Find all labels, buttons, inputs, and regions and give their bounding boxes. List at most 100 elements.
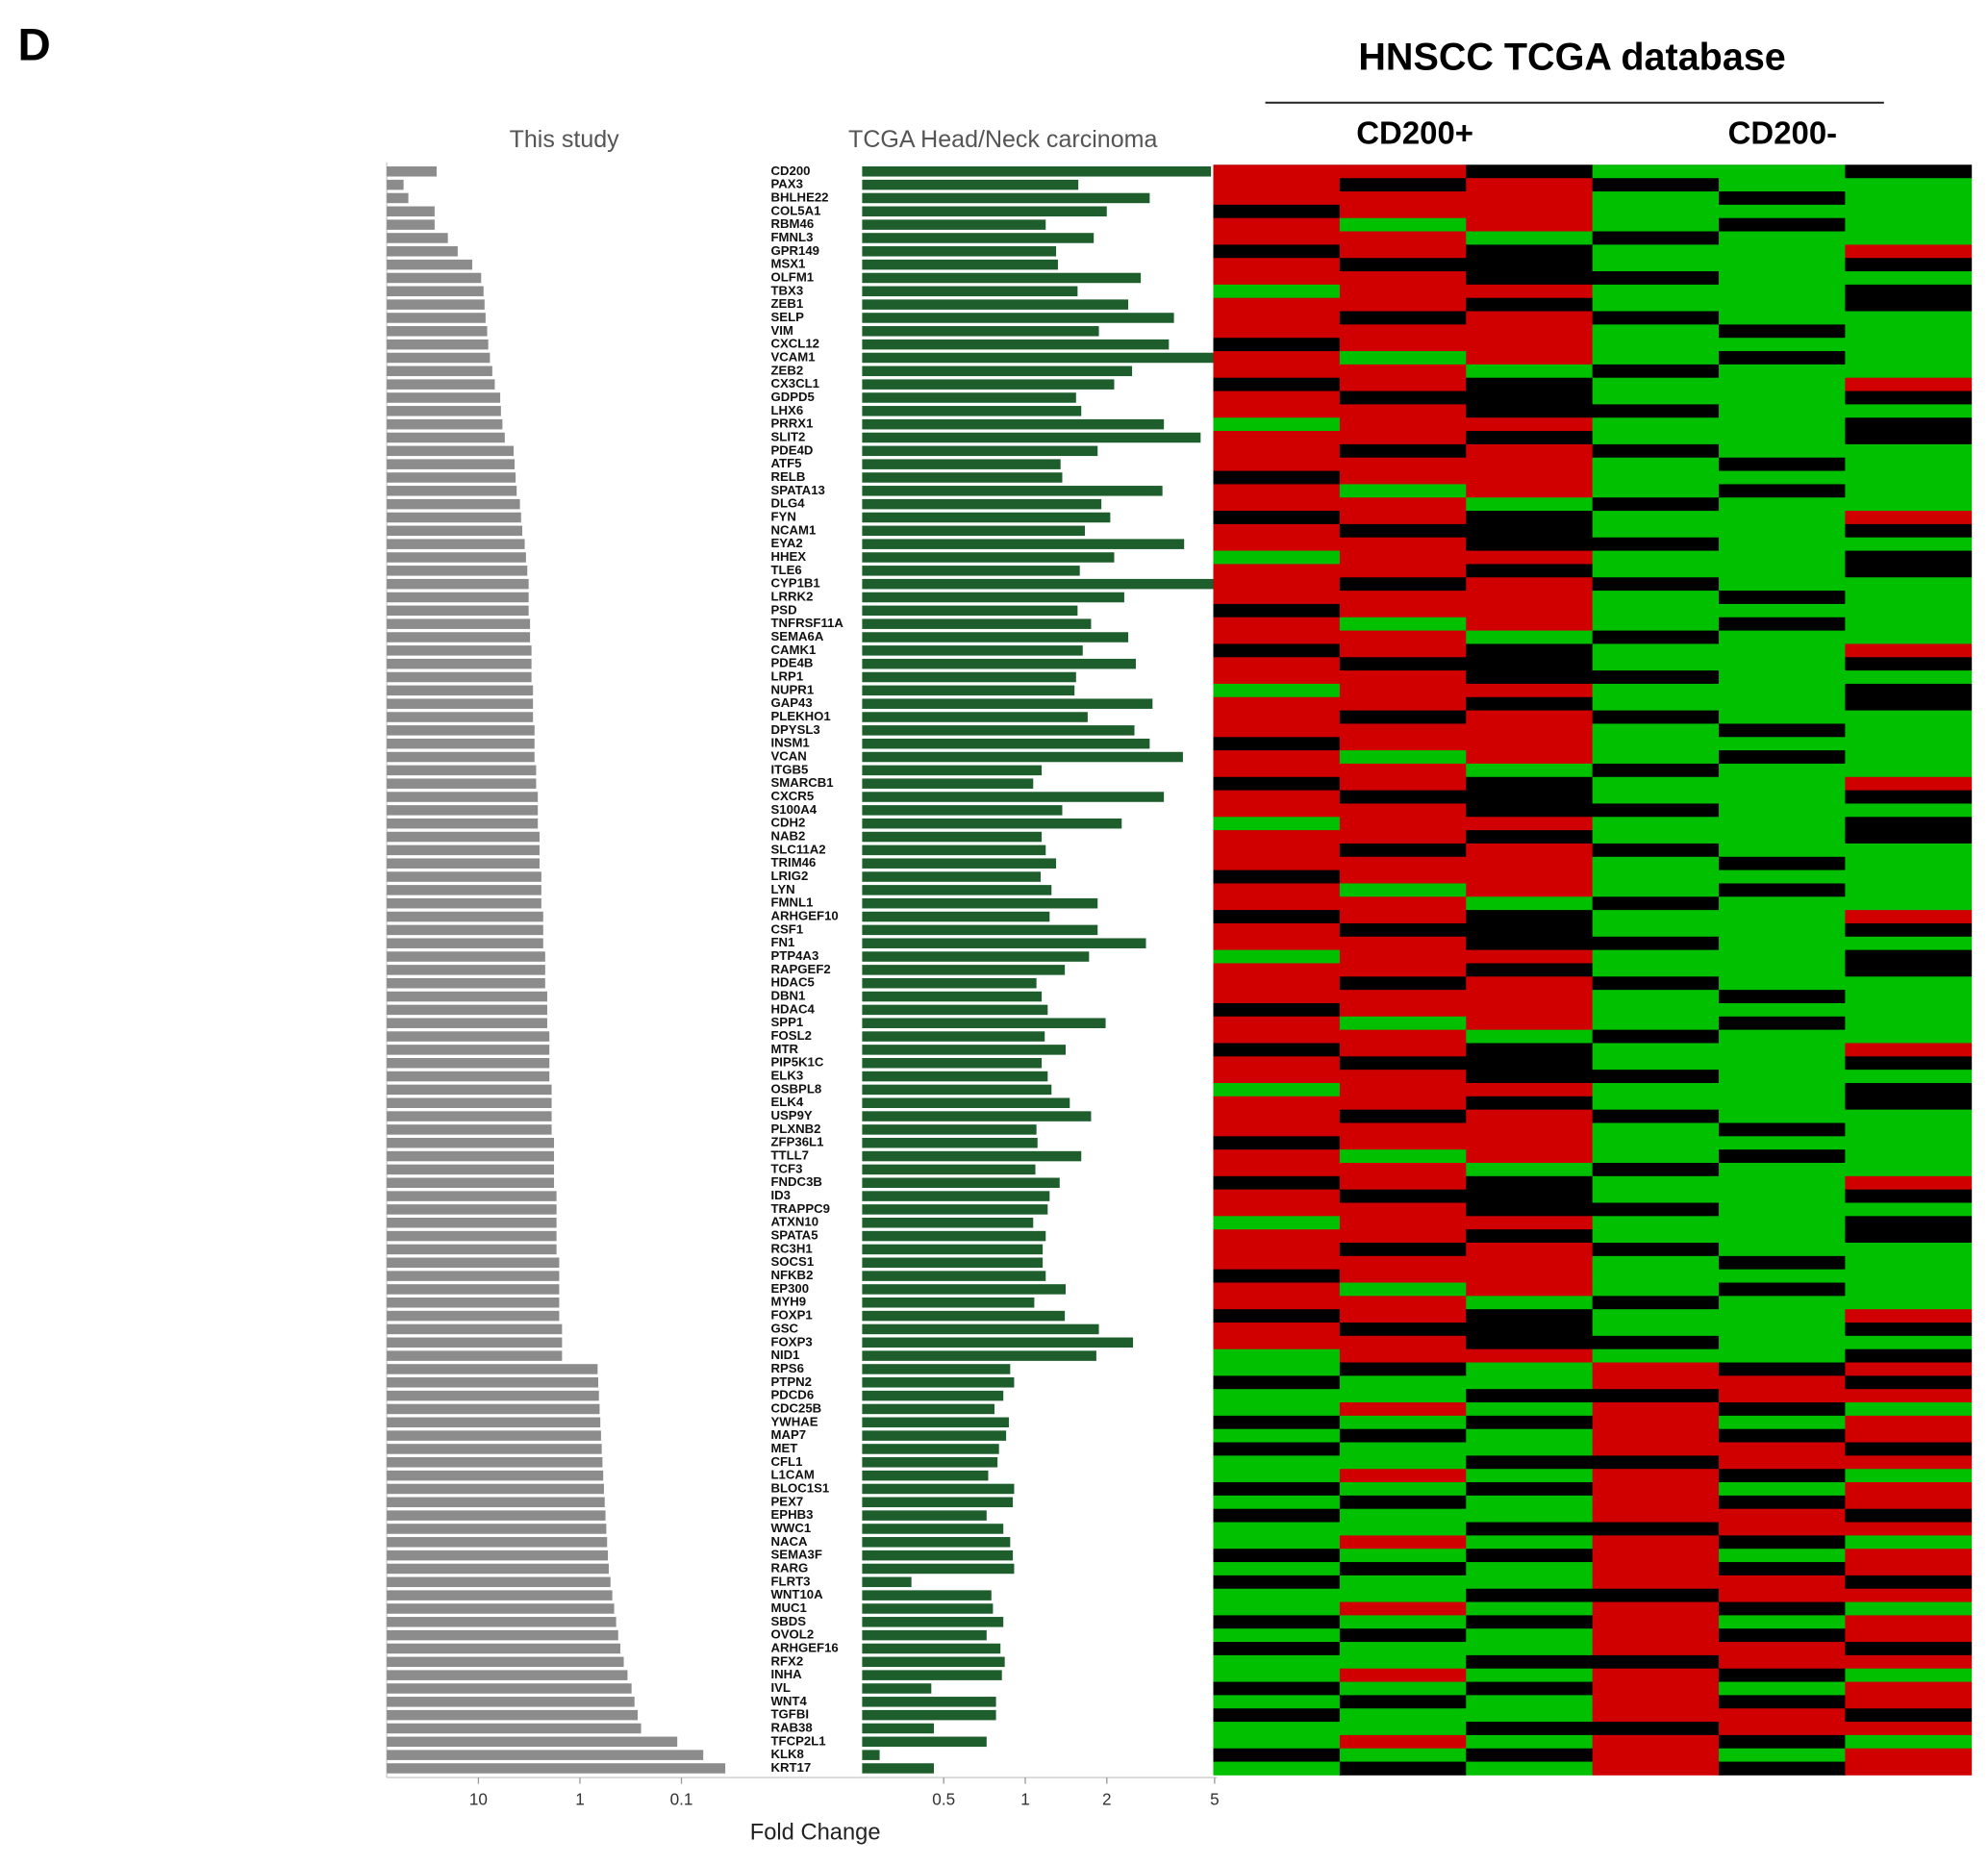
bar [387, 885, 541, 895]
heatmap-cell [1719, 1535, 1846, 1550]
heatmap-cell [1592, 657, 1720, 671]
heatmap-cell [1719, 1056, 1846, 1071]
heatmap-cell [1592, 351, 1720, 365]
bar [862, 871, 1042, 882]
bar [862, 1084, 1052, 1096]
heatmap-cell [1339, 910, 1467, 924]
bar [387, 472, 516, 483]
heatmap-cell [1719, 271, 1846, 286]
heatmap-cell [1339, 1136, 1467, 1150]
heatmap-cell [1339, 1522, 1467, 1536]
heatmap-cell [1213, 1415, 1341, 1430]
bar [862, 1617, 1004, 1627]
bar [387, 1310, 560, 1322]
gene-label: HHEX [771, 549, 807, 564]
gene-label: FOXP1 [771, 1308, 813, 1323]
gene-label: ARHGEF10 [771, 909, 839, 923]
bar [862, 938, 1146, 948]
bar [387, 1177, 555, 1189]
bar [387, 1590, 613, 1600]
heatmap-cell [1592, 803, 1720, 818]
heatmap-cell [1719, 1601, 1846, 1616]
heatmap-cell [1845, 1695, 1973, 1709]
heatmap-cell [1592, 191, 1720, 206]
heatmap-cell [1592, 1549, 1720, 1563]
bar [862, 1150, 1082, 1162]
heatmap-cell [1213, 856, 1341, 871]
heatmap-cell [1845, 883, 1973, 897]
heatmap-cell [1719, 1229, 1846, 1244]
gene-label: WNT4 [771, 1694, 808, 1708]
heatmap-cell [1466, 1323, 1594, 1337]
heatmap-cell [1339, 643, 1467, 658]
bar [862, 1111, 1092, 1122]
heatmap-cell [1339, 776, 1467, 792]
bar [387, 365, 492, 377]
heatmap-cell [1592, 204, 1720, 219]
heatmap-cell [1466, 763, 1594, 778]
heatmap-cell [1592, 470, 1720, 485]
heatmap-cell [1719, 1162, 1846, 1177]
heatmap-cell [1592, 523, 1720, 539]
heatmap-cell [1339, 470, 1467, 485]
heatmap-cell [1213, 683, 1341, 698]
gene-label: EYA2 [771, 536, 803, 550]
heatmap-cell [1719, 1389, 1846, 1403]
heatmap-cell [1845, 577, 1973, 592]
heatmap-cell [1592, 1761, 1720, 1776]
heatmap-cell [1466, 630, 1594, 644]
x-tick-label: 0.5 [932, 1789, 955, 1808]
bar [387, 632, 531, 643]
gene-label: GSC [771, 1321, 799, 1335]
heatmap-cell [1339, 1255, 1467, 1271]
gene-label: PDE4B [771, 656, 814, 670]
heatmap-cell [1592, 1535, 1720, 1550]
gene-label: BHLHE22 [771, 189, 829, 204]
heatmap-cell [1339, 1175, 1467, 1191]
gene-label: COL5A1 [771, 203, 821, 217]
heatmap-cell [1466, 484, 1594, 498]
heatmap-cell [1213, 803, 1341, 818]
heatmap-cell [1592, 1628, 1720, 1643]
gene-label: LRP1 [771, 668, 804, 683]
bar [387, 1750, 704, 1760]
bar [862, 219, 1046, 230]
gene-label: FOXP3 [771, 1334, 813, 1348]
gene-label: SPATA13 [771, 483, 825, 497]
gene-label: ATF5 [771, 456, 802, 470]
heatmap-cell [1339, 1708, 1467, 1723]
heatmap-cell [1213, 790, 1341, 804]
heatmap-cell [1213, 258, 1341, 272]
heatmap-cell [1339, 1162, 1467, 1177]
bar [862, 1497, 1014, 1508]
heatmap-cell [1845, 643, 1973, 658]
heatmap-cell [1466, 696, 1594, 711]
heatmap-cell [1213, 896, 1341, 911]
heatmap-cell [1466, 404, 1594, 418]
heatmap-cell [1592, 710, 1720, 724]
heatmap-cell [1719, 750, 1846, 765]
heatmap-cell [1213, 591, 1341, 605]
heatmap-cell [1719, 830, 1846, 844]
heatmap-cell [1213, 1428, 1341, 1443]
bar [862, 1537, 1011, 1548]
heatmap-cell [1845, 963, 1973, 977]
gene-label: CYP1B1 [771, 576, 820, 591]
heatmap-cell [1592, 990, 1720, 1004]
heatmap-cell [1213, 1070, 1341, 1084]
heatmap-cell [1213, 603, 1341, 618]
heatmap-cell [1339, 338, 1467, 352]
heatmap-cell [1213, 324, 1341, 339]
heatmap-cell [1845, 1070, 1973, 1084]
heatmap-cell [1339, 564, 1467, 578]
bar [387, 418, 503, 430]
heatmap-cell [1592, 1708, 1720, 1723]
heatmap-cell [1592, 976, 1720, 991]
bar [862, 445, 1098, 457]
heatmap-cell [1339, 1642, 1467, 1656]
heatmap-cell [1213, 364, 1341, 379]
heatmap-cell [1719, 1508, 1846, 1523]
heatmap-cell [1592, 1415, 1720, 1430]
heatmap-cell [1592, 364, 1720, 379]
heatmap-cell [1213, 191, 1341, 206]
